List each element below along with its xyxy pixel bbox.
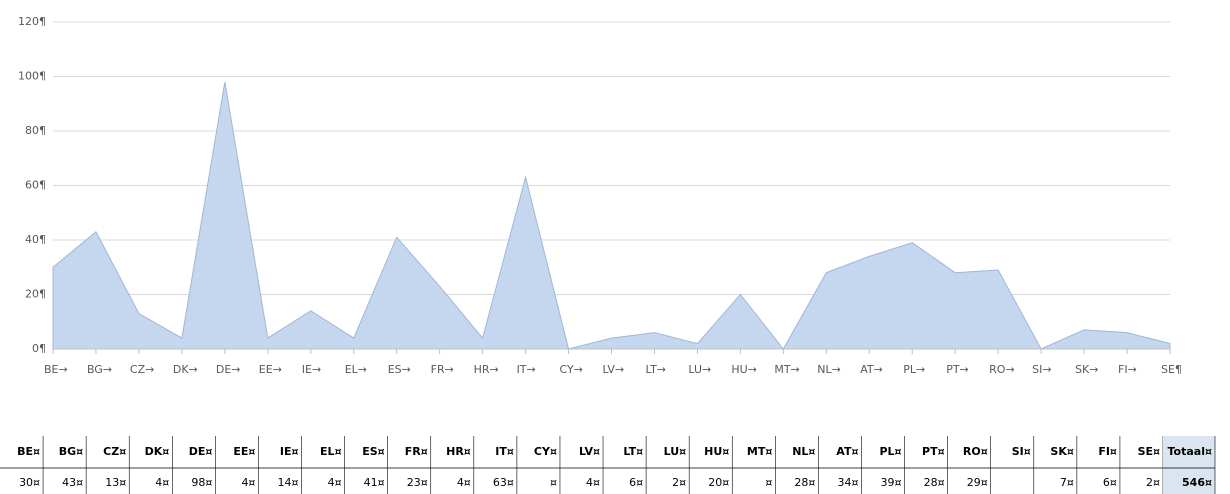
data-cell: 4¤ xyxy=(155,476,169,489)
x-tick-label: EE→ xyxy=(259,363,282,376)
header-cell: IT¤ xyxy=(495,445,514,458)
data-cell: 20¤ xyxy=(708,476,729,489)
header-cell: ES¤ xyxy=(362,445,384,458)
x-tick-label: RO→ xyxy=(989,363,1015,376)
x-tick-label: BG→ xyxy=(87,363,112,376)
header-cell: HU¤ xyxy=(704,445,729,458)
data-cell: 546¤ xyxy=(1182,476,1212,489)
data-cell: 98¤ xyxy=(191,476,212,489)
header-cell: SE¤ xyxy=(1138,445,1160,458)
header-cell: EE¤ xyxy=(233,445,255,458)
x-tick-label: PT→ xyxy=(946,363,969,376)
header-cell: LT¤ xyxy=(623,445,643,458)
x-tick-label: SI→ xyxy=(1032,363,1051,376)
data-cell: 7¤ xyxy=(1060,476,1074,489)
y-tick-label: 100¶ xyxy=(18,70,46,83)
header-cell: SI¤ xyxy=(1012,445,1031,458)
header-cell: FI¤ xyxy=(1098,445,1117,458)
data-cell: 63¤ xyxy=(493,476,514,489)
data-cell: 28¤ xyxy=(924,476,945,489)
y-tick-label: 120¶ xyxy=(18,15,46,28)
y-tick-label: 20¶ xyxy=(25,288,46,301)
x-tick-label: ES→ xyxy=(388,363,411,376)
x-tick-label: FI→ xyxy=(1118,363,1137,376)
data-cell: 39¤ xyxy=(881,476,902,489)
x-tick-label: EL→ xyxy=(345,363,367,376)
data-cell: 14¤ xyxy=(278,476,299,489)
x-tick-label: LV→ xyxy=(603,363,625,376)
header-cell: CZ¤ xyxy=(103,445,126,458)
area xyxy=(52,81,1171,350)
y-tick-label: 40¶ xyxy=(25,233,46,246)
x-tick-label: LT→ xyxy=(645,363,666,376)
header-cell: DE¤ xyxy=(189,445,213,458)
x-tick-label: SE¶ xyxy=(1161,363,1182,376)
header-cell: Totaal¤ xyxy=(1168,445,1212,458)
data-cell: ¤ xyxy=(765,476,772,489)
x-tick-label: PL→ xyxy=(903,363,925,376)
y-tick-label: 60¶ xyxy=(25,179,46,192)
data-cell: 43¤ xyxy=(62,476,83,489)
header-cell: SK¤ xyxy=(1050,445,1073,458)
header-cell: HR¤ xyxy=(446,445,471,458)
x-tick-label: HR→ xyxy=(474,363,499,376)
x-tick-label: CZ→ xyxy=(130,363,154,376)
data-cell: 4¤ xyxy=(586,476,600,489)
x-tick-label: SK→ xyxy=(1075,363,1098,376)
x-tick-label: CY→ xyxy=(560,363,583,376)
data-cell: 2¤ xyxy=(1146,476,1160,489)
header-cell: RO¤ xyxy=(963,445,988,458)
header-cell: PL¤ xyxy=(879,445,901,458)
header-cell: PT¤ xyxy=(922,445,945,458)
data-cell: 4¤ xyxy=(457,476,471,489)
x-tick-label: LU→ xyxy=(688,363,711,376)
data-cell: 6¤ xyxy=(629,476,643,489)
data-cell: 29¤ xyxy=(967,476,988,489)
data-cell: 2¤ xyxy=(672,476,686,489)
header-cell: LV¤ xyxy=(579,445,600,458)
header-cell: NL¤ xyxy=(792,445,815,458)
header-cell: FR¤ xyxy=(405,445,428,458)
header-cell: CY¤ xyxy=(534,445,557,458)
total-cell xyxy=(1163,436,1215,494)
x-tick-label: DE→ xyxy=(216,363,241,376)
x-tick-label: IT→ xyxy=(517,363,536,376)
header-cell: IE¤ xyxy=(280,445,299,458)
x-tick-label: HU→ xyxy=(731,363,757,376)
data-cell: ¤ xyxy=(550,476,557,489)
data-cell: 34¤ xyxy=(837,476,858,489)
header-cell: MT¤ xyxy=(747,445,772,458)
data-cell: 13¤ xyxy=(105,476,126,489)
header-cell: BE¤ xyxy=(17,445,40,458)
data-cell: 41¤ xyxy=(364,476,385,489)
x-tick-label: NL→ xyxy=(817,363,841,376)
data-cell: 4¤ xyxy=(328,476,342,489)
y-tick-label: 0¶ xyxy=(32,342,46,355)
x-tick-label: FR→ xyxy=(431,363,454,376)
header-cell: LU¤ xyxy=(664,445,687,458)
x-tick-label: MT→ xyxy=(774,363,799,376)
data-cell: 4¤ xyxy=(241,476,255,489)
x-tick-label: DK→ xyxy=(173,363,198,376)
x-tick-label: IE→ xyxy=(302,363,321,376)
header-cell: AT¤ xyxy=(836,445,858,458)
header-cell: DK¤ xyxy=(145,445,170,458)
data-cell: 23¤ xyxy=(407,476,428,489)
data-cell: 28¤ xyxy=(794,476,815,489)
data-cell: 30¤ xyxy=(19,476,40,489)
header-cell: EL¤ xyxy=(320,445,342,458)
x-tick-label: AT→ xyxy=(860,363,883,376)
data-cell: 6¤ xyxy=(1103,476,1117,489)
x-tick-label: BE→ xyxy=(44,363,68,376)
header-cell: BG¤ xyxy=(59,445,83,458)
y-tick-label: 80¶ xyxy=(25,124,46,137)
